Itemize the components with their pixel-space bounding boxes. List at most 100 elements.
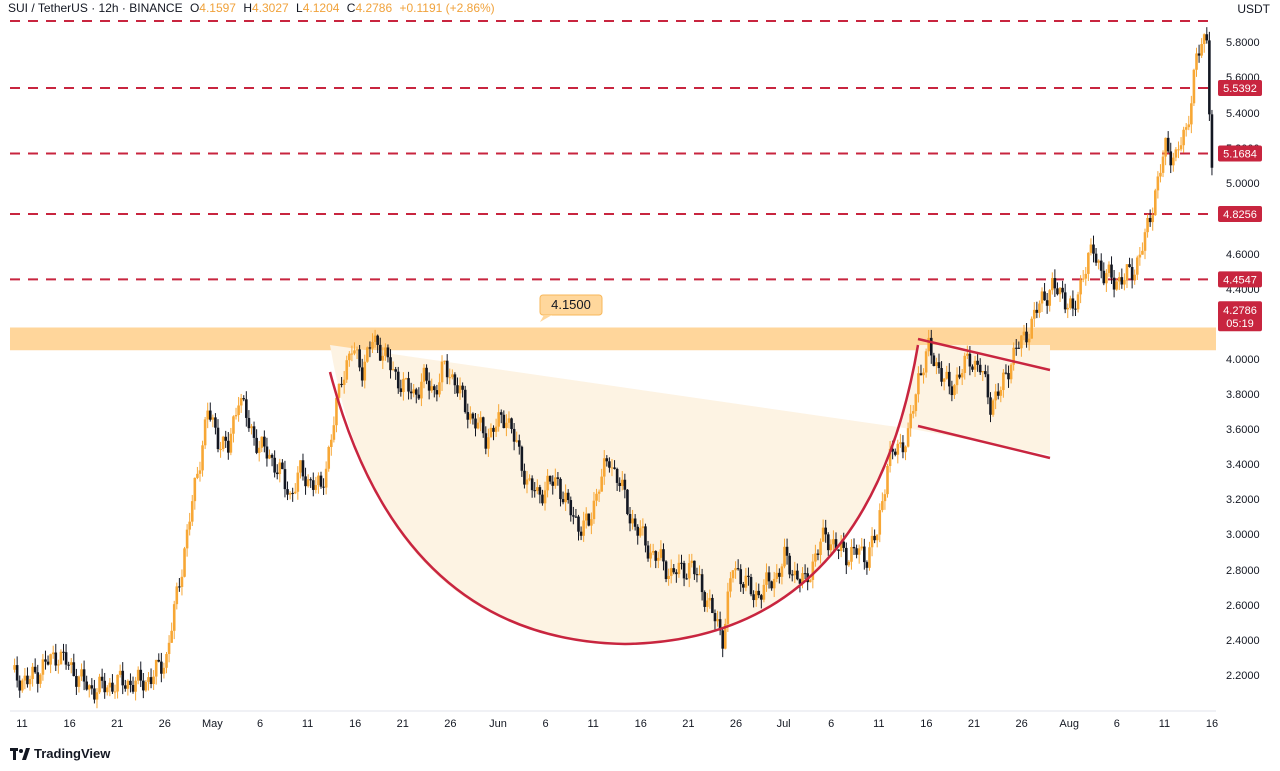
candle[interactable]: [327, 445, 331, 472]
candle[interactable]: [814, 544, 817, 567]
candle[interactable]: [234, 407, 238, 420]
candle[interactable]: [124, 679, 127, 692]
candle[interactable]: [407, 371, 410, 400]
candle[interactable]: [353, 342, 356, 356]
candle[interactable]: [546, 469, 549, 498]
candle[interactable]: [742, 581, 745, 595]
candle[interactable]: [873, 529, 876, 544]
candle[interactable]: [41, 653, 45, 681]
candle[interactable]: [469, 406, 472, 424]
candle[interactable]: [255, 429, 258, 455]
candle[interactable]: [857, 544, 861, 564]
candle[interactable]: [18, 675, 22, 698]
candle[interactable]: [461, 382, 464, 398]
candle[interactable]: [144, 680, 148, 692]
candle[interactable]: [1164, 137, 1167, 166]
candle[interactable]: [1200, 38, 1203, 58]
candle[interactable]: [1043, 282, 1046, 301]
candle[interactable]: [780, 563, 784, 585]
candle[interactable]: [502, 410, 506, 429]
candle[interactable]: [1187, 115, 1191, 131]
candle[interactable]: [1084, 266, 1088, 286]
candle[interactable]: [765, 563, 768, 592]
candle[interactable]: [613, 460, 616, 470]
candle[interactable]: [747, 567, 750, 586]
candle[interactable]: [1017, 341, 1021, 350]
candle[interactable]: [245, 391, 248, 427]
candle[interactable]: [935, 357, 938, 375]
candle[interactable]: [90, 678, 94, 695]
candle[interactable]: [149, 668, 153, 689]
candle[interactable]: [1190, 95, 1193, 134]
candle[interactable]: [1069, 295, 1072, 310]
candle[interactable]: [36, 664, 40, 693]
candle[interactable]: [1089, 238, 1093, 256]
candle[interactable]: [932, 352, 936, 367]
candle[interactable]: [1125, 264, 1129, 289]
candle[interactable]: [597, 489, 601, 503]
candle[interactable]: [178, 578, 181, 592]
candle[interactable]: [103, 672, 106, 699]
candle[interactable]: [973, 355, 977, 377]
candle[interactable]: [129, 673, 132, 693]
flag-upper-line[interactable]: [917, 337, 1051, 372]
candle[interactable]: [1071, 290, 1075, 317]
candle[interactable]: [1210, 109, 1214, 176]
candle[interactable]: [21, 678, 24, 693]
candle[interactable]: [510, 417, 513, 434]
candle[interactable]: [391, 361, 395, 371]
candle[interactable]: [878, 503, 882, 543]
candle[interactable]: [453, 372, 457, 394]
candle[interactable]: [659, 540, 663, 561]
candle[interactable]: [726, 582, 730, 632]
candle[interactable]: [989, 392, 992, 423]
candle[interactable]: [314, 476, 318, 494]
candle[interactable]: [826, 532, 830, 556]
candle[interactable]: [1027, 333, 1031, 351]
candle[interactable]: [497, 404, 500, 432]
candle[interactable]: [142, 672, 145, 699]
candle[interactable]: [476, 413, 480, 430]
candle[interactable]: [62, 643, 65, 661]
candle[interactable]: [85, 675, 88, 691]
candle[interactable]: [824, 519, 827, 543]
candle[interactable]: [288, 491, 292, 500]
candle[interactable]: [708, 589, 712, 609]
candle[interactable]: [940, 361, 943, 387]
candle[interactable]: [1146, 214, 1149, 238]
candle[interactable]: [402, 372, 405, 401]
candle[interactable]: [98, 673, 101, 695]
candle[interactable]: [296, 466, 300, 500]
candle[interactable]: [1135, 255, 1139, 281]
candle[interactable]: [373, 329, 377, 348]
candle[interactable]: [705, 592, 709, 613]
candle[interactable]: [566, 489, 570, 504]
candle[interactable]: [69, 658, 73, 674]
candle[interactable]: [484, 426, 488, 455]
candle[interactable]: [734, 561, 737, 579]
candle[interactable]: [466, 403, 470, 429]
candle[interactable]: [75, 668, 78, 695]
candle[interactable]: [796, 563, 799, 581]
candle[interactable]: [324, 461, 328, 495]
candle[interactable]: [1020, 335, 1023, 357]
candle[interactable]: [808, 578, 812, 583]
candle[interactable]: [618, 477, 621, 492]
candle[interactable]: [860, 537, 864, 551]
candle[interactable]: [888, 441, 892, 473]
candle[interactable]: [919, 364, 923, 376]
candle[interactable]: [718, 611, 722, 636]
candle[interactable]: [304, 467, 307, 495]
candle[interactable]: [57, 659, 60, 674]
candle[interactable]: [1166, 131, 1170, 153]
candle[interactable]: [211, 414, 215, 428]
candle[interactable]: [1012, 342, 1015, 371]
candle[interactable]: [739, 564, 743, 592]
candle[interactable]: [639, 520, 642, 538]
candle[interactable]: [196, 466, 199, 480]
candle[interactable]: [219, 441, 222, 458]
candle[interactable]: [711, 594, 714, 614]
candle[interactable]: [662, 543, 665, 571]
candle[interactable]: [731, 570, 735, 583]
